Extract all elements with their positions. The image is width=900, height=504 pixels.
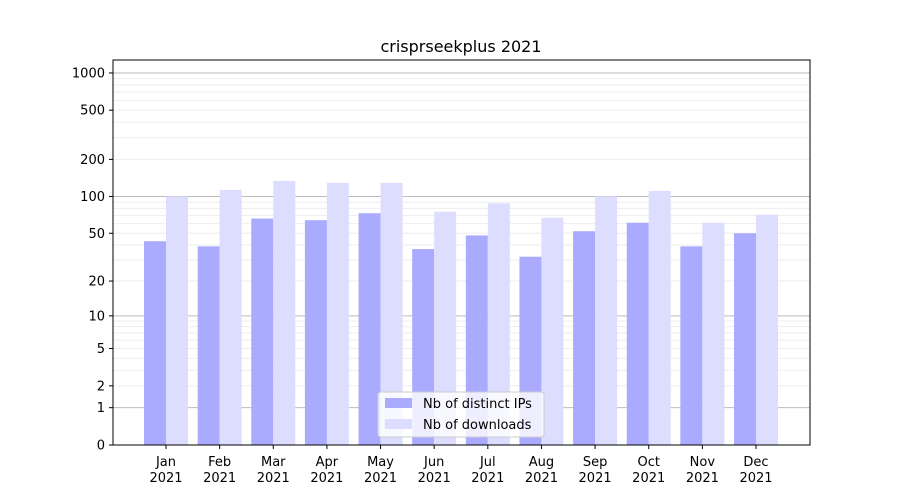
- legend-swatch: [385, 419, 412, 429]
- bar-downloads: [434, 211, 457, 445]
- bar-downloads: [595, 196, 618, 445]
- x-tick-label: Jun 2021: [418, 455, 451, 486]
- x-tick-label-line: Oct: [637, 455, 659, 470]
- x-tick-label-line: Aug: [529, 455, 554, 470]
- x-tick-label-line: Dec: [743, 455, 768, 470]
- bar-distinct-ips: [251, 218, 274, 445]
- bar-distinct-ips: [573, 231, 596, 445]
- legend: Nb of distinct IPs Nb of downloads: [377, 391, 545, 438]
- y-tick-label: 1000: [72, 66, 105, 81]
- x-tick-label: Nov 2021: [686, 455, 719, 486]
- bar-distinct-ips: [626, 222, 649, 445]
- bar-distinct-ips: [734, 233, 756, 445]
- x-tick-label-line: Apr: [316, 455, 339, 470]
- x-tick-label: Feb 2021: [203, 455, 236, 486]
- x-tick-label-line: 2021: [739, 471, 772, 486]
- bar-downloads: [541, 217, 564, 445]
- y-tick-label: 0: [97, 439, 105, 454]
- x-tick-label-line: 2021: [149, 471, 182, 486]
- x-tick-label: Oct 2021: [632, 455, 665, 486]
- bar-downloads: [326, 182, 349, 445]
- legend-label: Nb of distinct IPs: [423, 397, 532, 412]
- x-tick-label: Apr 2021: [310, 455, 343, 486]
- x-tick-label-line: 2021: [203, 471, 236, 486]
- x-tick-label-line: 2021: [579, 471, 612, 486]
- legend-label: Nb of downloads: [423, 418, 532, 433]
- x-tick-label: Sep 2021: [579, 455, 612, 486]
- x-tick-label-line: 2021: [418, 471, 451, 486]
- x-tick-label: May 2021: [364, 455, 397, 486]
- y-tick-label: 10: [88, 309, 105, 324]
- x-tick-label-line: Jan: [155, 455, 176, 470]
- x-tick-label: Aug 2021: [525, 455, 558, 486]
- y-tick-label: 500: [80, 104, 105, 119]
- x-tick-label-line: 2021: [257, 471, 290, 486]
- bar-distinct-ips: [144, 241, 166, 445]
- x-tick-label-line: 2021: [310, 471, 343, 486]
- y-tick-label: 20: [88, 275, 105, 290]
- legend-box: [377, 391, 545, 438]
- bar-downloads: [166, 196, 188, 445]
- x-tick-label-line: Jul: [479, 455, 496, 470]
- x-tick-label-line: 2021: [525, 471, 558, 486]
- bar-downloads: [756, 214, 778, 445]
- x-tick-label-line: May: [367, 455, 394, 470]
- bar-downloads: [219, 189, 242, 445]
- x-tick-label-line: Feb: [208, 455, 231, 470]
- bar-distinct-ips: [304, 220, 327, 445]
- x-tick-label: Mar 2021: [257, 455, 290, 486]
- x-tick-label-line: 2021: [364, 471, 397, 486]
- x-tick-label-line: 2021: [686, 471, 719, 486]
- bar-distinct-ips: [680, 246, 703, 445]
- y-tick-label: 100: [80, 190, 105, 205]
- x-tick-label: Jan 2021: [149, 455, 182, 486]
- y-tick-label: 50: [88, 227, 105, 242]
- x-tick-label-line: Nov: [690, 455, 716, 470]
- y-tick-label: 1: [97, 401, 105, 416]
- chart-title: crisprseekplus 2021: [380, 37, 541, 56]
- x-tick-label: Dec 2021: [739, 455, 772, 486]
- bar-downloads: [648, 190, 671, 445]
- bar-downloads: [487, 203, 510, 445]
- x-tick-label: Jul 2021: [471, 455, 504, 486]
- y-tick-label: 200: [80, 153, 105, 168]
- y-tick-label: 2: [97, 379, 105, 394]
- plot-frame: [112, 59, 811, 446]
- bar-downloads: [380, 182, 403, 445]
- x-tick-label-line: Sep: [583, 455, 608, 470]
- bar-distinct-ips: [197, 246, 220, 445]
- x-tick-label-line: 2021: [471, 471, 504, 486]
- x-tick-label-line: 2021: [632, 471, 665, 486]
- y-tick-label: 5: [97, 342, 105, 357]
- bar-distinct-ips: [358, 213, 381, 445]
- bar-downloads: [702, 222, 725, 445]
- bar-downloads: [273, 180, 296, 445]
- x-tick-label-line: Mar: [261, 455, 286, 470]
- legend-swatch: [385, 398, 412, 408]
- x-tick-label-line: Jun: [423, 455, 444, 470]
